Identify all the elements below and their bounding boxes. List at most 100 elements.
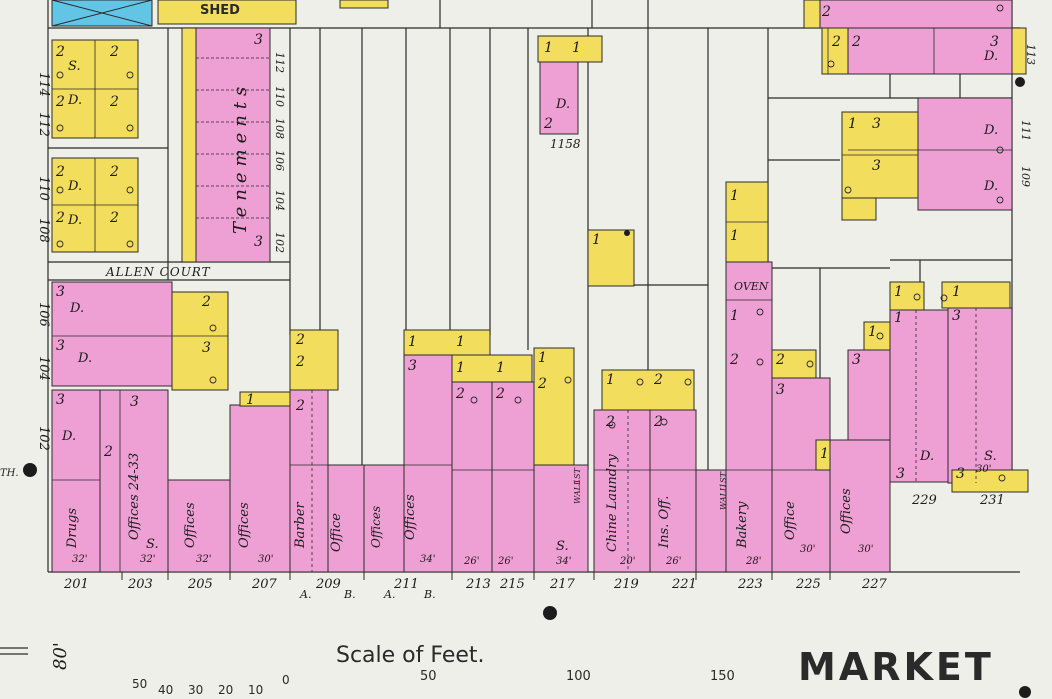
building-231 xyxy=(947,307,1013,484)
frame-barber-rear xyxy=(289,329,339,391)
scale-tick: 10 xyxy=(248,683,263,697)
story-mark: 1 xyxy=(544,40,553,56)
story-mark: 2 xyxy=(109,164,119,180)
court-lot-106: 106 xyxy=(273,150,286,171)
occupancy-labels: Drugs Offices 24-33 Offices Offices Barb… xyxy=(65,453,854,552)
story-mark: 3 xyxy=(56,284,65,300)
frame-213-rear xyxy=(451,354,533,383)
story-mark: 3 xyxy=(872,158,881,174)
building-offices-207 xyxy=(229,404,291,573)
lot-112: 112 xyxy=(36,112,51,137)
mark-dwelling-6: D. xyxy=(61,429,76,444)
address-221: 221 xyxy=(671,577,697,592)
story-mark: 1 xyxy=(538,350,547,366)
story-mark: 3 xyxy=(952,308,961,324)
story-mark: 1 xyxy=(572,40,581,56)
lot-102: 102 xyxy=(36,426,51,451)
lot-106: 106 xyxy=(36,302,51,327)
story-mark: 1 xyxy=(730,308,739,324)
stone-building xyxy=(51,0,153,27)
mark-dwelling-4: D. xyxy=(69,301,84,316)
mark-dwelling-5: D. xyxy=(77,351,92,366)
street-allen-court: ALLEN COURT xyxy=(105,265,211,279)
lot-113: 113 xyxy=(1024,44,1037,65)
story-mark: 2 xyxy=(653,414,663,430)
mark-dwelling-8: D. xyxy=(983,49,998,64)
frontage: 30' xyxy=(858,544,873,555)
frame-113-side xyxy=(1011,27,1027,75)
frame-211-rear xyxy=(403,329,491,356)
story-mark: 2 xyxy=(653,372,663,388)
scale-tick: 50 xyxy=(420,669,437,684)
building-offices-211b xyxy=(403,354,453,573)
story-mark: 3 xyxy=(956,466,965,482)
addresses: 201 203 205 207 209 211 213 215 217 219 … xyxy=(63,493,1005,592)
scale-tick: 100 xyxy=(566,669,591,684)
scale-tick: 30 xyxy=(188,683,203,697)
story-mark: 1 xyxy=(606,372,615,388)
frontage: 20' xyxy=(619,556,635,567)
frontage-marks: 32' 32' 32' 30' 34' 26' 26' 34' 20' 26' … xyxy=(72,464,991,567)
occ-offices-211a: Offices xyxy=(369,506,383,548)
court-lot-108: 108 xyxy=(273,118,286,139)
lot-109: 109 xyxy=(1019,166,1032,187)
court-lot-112: 112 xyxy=(273,52,286,73)
building-tenements xyxy=(195,27,271,263)
scale-tick: 20 xyxy=(218,683,233,697)
address-217: 217 xyxy=(549,577,576,592)
frontage: 32' xyxy=(72,554,87,565)
court-lot-104: 104 xyxy=(273,190,286,211)
address-209: 209 xyxy=(315,577,341,592)
front-ticks xyxy=(121,572,831,580)
occ-offices-227: Offices xyxy=(839,488,854,534)
story-mark: 2 xyxy=(831,34,841,50)
story-mark: 3 xyxy=(202,340,211,356)
frontage: 26' xyxy=(497,556,513,567)
story-mark: 2 xyxy=(495,386,505,402)
story-mark: 1 xyxy=(894,310,903,326)
frame-top-mid xyxy=(339,0,389,9)
frontage: 32' xyxy=(196,554,211,565)
frontage: 30' xyxy=(976,464,991,475)
ab-label: A. xyxy=(299,588,311,601)
frame-231-rear xyxy=(941,281,1011,309)
lot-numbers-right: 113 111 109 xyxy=(1019,44,1037,187)
occ-barber: Barber xyxy=(293,501,308,549)
building-229 xyxy=(889,309,949,483)
story-mark: 2 xyxy=(295,398,305,414)
frame-1158 xyxy=(537,35,603,63)
story-mark: 3 xyxy=(130,394,139,410)
address-205: 205 xyxy=(187,577,213,592)
occ-offices-207: Offices xyxy=(237,502,252,548)
occ-offices-211b: Offices xyxy=(403,494,418,540)
street-shed: SHED xyxy=(200,3,240,18)
oven-label: OVEN xyxy=(734,280,769,293)
address-229: 229 xyxy=(911,493,937,508)
building-offices-203 xyxy=(99,389,169,573)
building-ins-office xyxy=(649,409,697,573)
frontage: 32' xyxy=(140,554,155,565)
ab-label: B. xyxy=(343,588,356,601)
story-mark: 3 xyxy=(56,392,65,408)
lot-1158: 1158 xyxy=(550,137,581,151)
building-dwelling-113 xyxy=(847,27,1013,75)
story-mark: 3 xyxy=(254,32,263,48)
mark-store-4: S. xyxy=(984,449,997,464)
story-marks: 2 2 2 2 2 2 2 2 3 3 1 1 2 2 2 3 2 1 3 3 … xyxy=(55,4,999,482)
lot-111: 111 xyxy=(1019,120,1032,141)
story-mark: 1 xyxy=(894,284,903,300)
story-mark: 2 xyxy=(543,116,553,132)
frame-207-rear xyxy=(239,391,291,407)
address-231: 231 xyxy=(979,493,1005,508)
story-mark: 1 xyxy=(408,334,417,350)
scale-tick: 50 xyxy=(132,677,147,691)
building-offices-211a xyxy=(363,464,405,573)
story-mark: 2 xyxy=(201,294,211,310)
building-213 xyxy=(451,379,493,573)
story-mark: 1 xyxy=(730,188,739,204)
frame-225-rear xyxy=(771,349,817,379)
mark-dwelling-7: D. xyxy=(555,97,570,112)
frame-top-right xyxy=(803,0,821,29)
ab-label: B. xyxy=(423,588,436,601)
